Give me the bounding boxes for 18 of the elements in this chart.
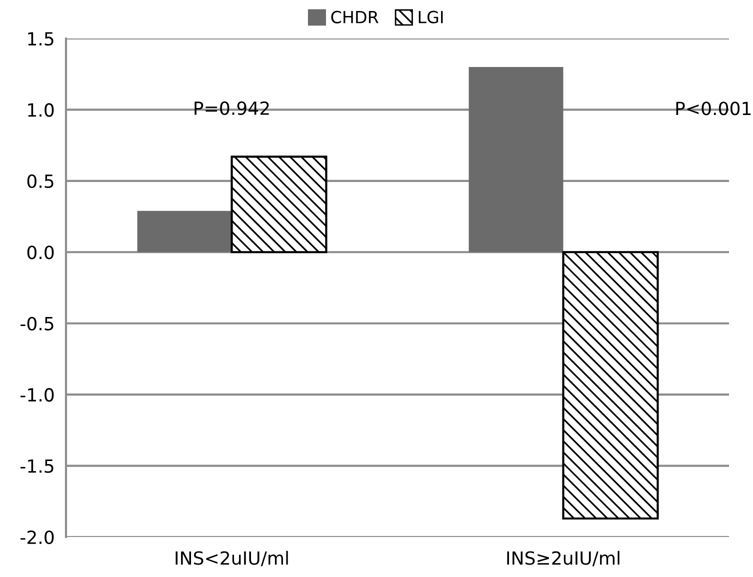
- bar: [468, 66, 564, 252]
- y-tick-label: -0.5: [20, 316, 54, 330]
- y-tick-label: 1.0: [28, 103, 54, 117]
- y-tick-label: -2.0: [20, 530, 54, 544]
- x-tick-label: INS≥2uIU/ml: [507, 550, 620, 566]
- legend-label: LGI: [418, 10, 443, 24]
- legend-label: CHDR: [331, 10, 378, 24]
- x-tick-label: INS<2uIU/ml: [176, 550, 288, 566]
- y-tick-label: -1.5: [20, 459, 54, 473]
- y-tick-label: 0.0: [27, 246, 54, 260]
- y-tick-label: 1.5: [28, 32, 54, 46]
- bar: [230, 156, 328, 254]
- bar: [137, 210, 232, 252]
- annotation: P<0.001: [676, 102, 751, 116]
- y-tick-label: -1.0: [20, 388, 54, 402]
- bar: [562, 251, 659, 520]
- annotation: P=0.942: [194, 101, 269, 116]
- y-tick-label: 0.5: [27, 174, 54, 188]
